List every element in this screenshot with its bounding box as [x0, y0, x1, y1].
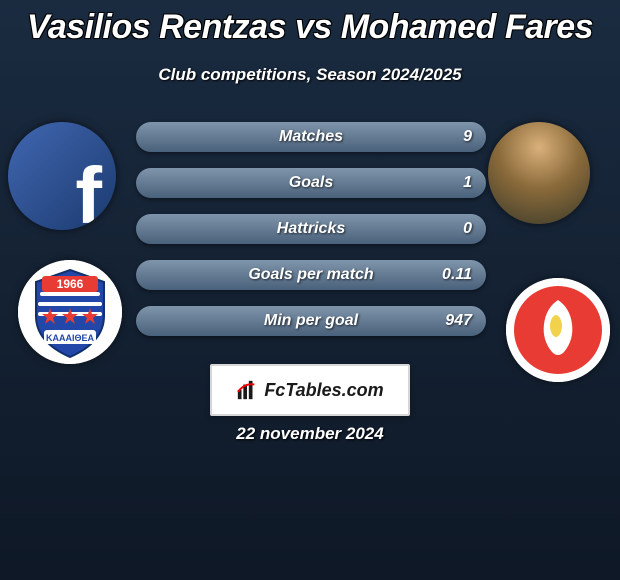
svg-text:KAAAIΘEA: KAAAIΘEA — [46, 333, 95, 343]
stat-row-gpm: Goals per match 0.11 — [136, 260, 486, 290]
stat-label: Goals per match — [248, 266, 373, 284]
stat-value-right: 1 — [463, 174, 472, 192]
svg-text:1966: 1966 — [57, 277, 84, 291]
bars-icon — [236, 379, 258, 401]
stat-value-right: 0 — [463, 220, 472, 238]
player-left-avatar — [8, 122, 116, 230]
stat-value-right: 947 — [445, 312, 472, 330]
club-right-logo — [506, 278, 610, 382]
shield-icon: 1966 KAAAIΘEA — [18, 260, 122, 364]
comparison-title: Vasilios Rentzas vs Mohamed Fares — [0, 0, 620, 47]
stat-label: Matches — [279, 128, 343, 146]
stat-label: Goals — [289, 174, 333, 192]
emblem-icon — [506, 278, 610, 382]
stats-panel: Matches 9 Goals 1 Hattricks 0 Goals per … — [136, 122, 486, 352]
stat-label: Min per goal — [264, 312, 358, 330]
player-right-avatar — [488, 122, 590, 224]
stat-value-right: 0.11 — [442, 266, 472, 284]
footer-date: 22 november 2024 — [0, 424, 620, 444]
branding-text: FcTables.com — [264, 380, 383, 401]
season-subtitle: Club competitions, Season 2024/2025 — [0, 65, 620, 85]
stat-row-matches: Matches 9 — [136, 122, 486, 152]
stat-label: Hattricks — [277, 220, 345, 238]
stat-row-goals: Goals 1 — [136, 168, 486, 198]
stat-row-mpg: Min per goal 947 — [136, 306, 486, 336]
branding-box: FcTables.com — [210, 364, 410, 416]
stat-value-right: 9 — [463, 128, 472, 146]
stat-row-hattricks: Hattricks 0 — [136, 214, 486, 244]
club-left-logo: 1966 KAAAIΘEA — [18, 260, 122, 364]
